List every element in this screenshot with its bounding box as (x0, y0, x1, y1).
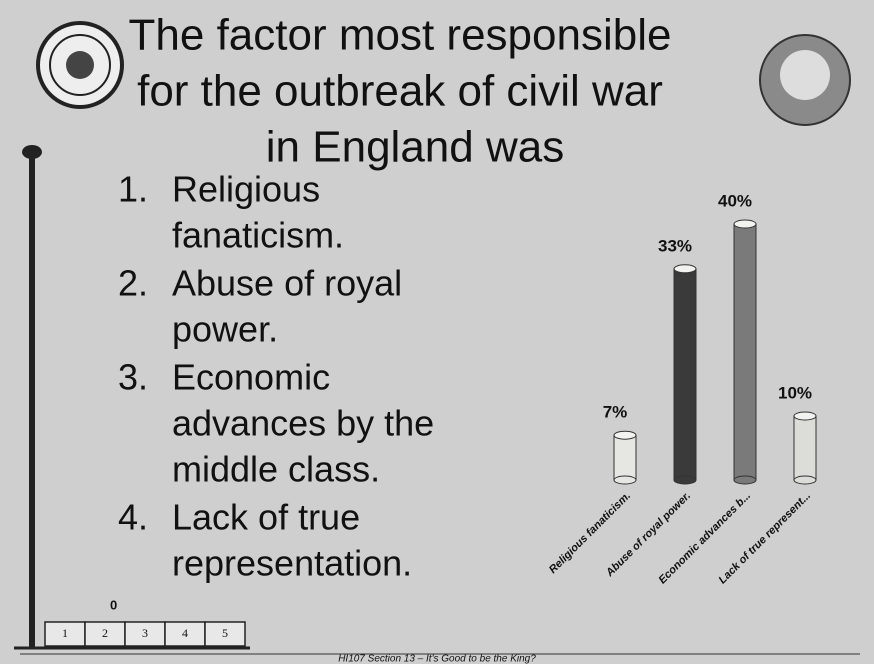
response-box-label: 4 (182, 626, 188, 640)
bar-base (673, 475, 697, 485)
left-seal (36, 21, 124, 109)
counter: 0 (110, 597, 117, 612)
title-line: The factor most responsible (129, 11, 672, 60)
option-text: fanaticism. (172, 215, 344, 256)
right-seal (759, 34, 851, 126)
bar-base (733, 475, 757, 485)
option-text: representation. (172, 543, 412, 584)
response-box (204, 621, 246, 647)
bar-top (673, 264, 697, 274)
bar (673, 268, 697, 481)
option-number: 3. (118, 357, 148, 398)
bar-top (793, 411, 817, 421)
bar-base (613, 475, 637, 485)
response-box-label: 1 (62, 626, 68, 640)
option-text: Lack of true (172, 497, 360, 538)
footer: HI107 Section 13 – It's Good to be the K… (338, 654, 536, 664)
value-label: 33% (658, 236, 692, 255)
option-text: Economic (172, 357, 330, 398)
value-label: 7% (603, 403, 628, 422)
bar (793, 415, 817, 481)
bar (733, 223, 757, 481)
title-line: for the outbreak of civil war (137, 67, 663, 116)
bar-top (613, 430, 637, 440)
option-text: Abuse of royal (172, 263, 402, 304)
pole (14, 145, 250, 650)
option-text: advances by the (172, 403, 434, 444)
option-number: 4. (118, 497, 148, 538)
bar-top (733, 219, 757, 229)
value-label: 40% (718, 191, 752, 210)
value-label: 10% (778, 383, 812, 402)
option-text: power. (172, 309, 278, 350)
bar-base (793, 475, 817, 485)
response-box-label: 2 (102, 626, 108, 640)
option-text: Religious (172, 169, 320, 210)
response-box-label: 3 (142, 626, 148, 640)
bar (613, 434, 637, 481)
response-box-label: 5 (222, 626, 228, 640)
title-line: in England was (266, 123, 564, 172)
option-number: 2. (118, 263, 148, 304)
option-text: middle class. (172, 449, 380, 490)
option-number: 1. (118, 169, 148, 210)
